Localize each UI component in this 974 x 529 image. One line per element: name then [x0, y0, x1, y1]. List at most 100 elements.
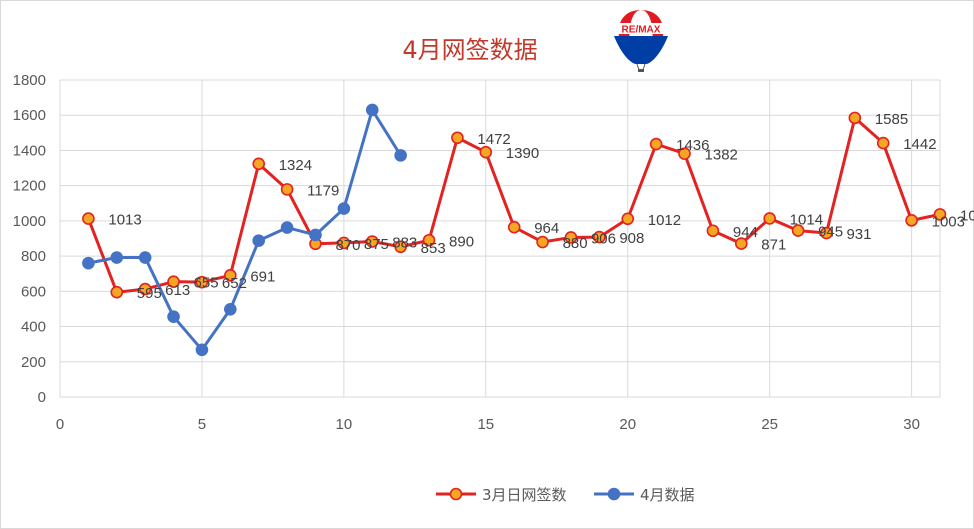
series-1-point	[621, 212, 635, 226]
data-label: 853	[421, 240, 446, 257]
series-1-point	[848, 111, 862, 125]
series-1-point	[593, 230, 606, 244]
series-layer	[82, 103, 947, 357]
series-1-point	[649, 137, 663, 151]
series-1-point	[876, 136, 890, 150]
data-label: 1014	[790, 211, 823, 228]
x-tick-label: 5	[198, 416, 206, 433]
legend-marker-2	[607, 487, 621, 501]
data-label: 1390	[506, 145, 539, 162]
data-label: 1324	[279, 157, 312, 174]
series-2-point	[82, 256, 95, 270]
data-label: 595	[137, 285, 162, 302]
series-2-point	[252, 234, 266, 247]
data-label: 964	[534, 220, 559, 237]
data-label: 1012	[648, 212, 681, 229]
x-tick-label: 10	[336, 416, 353, 433]
y-tick-label: 600	[21, 283, 46, 300]
legend-marker-1	[449, 487, 463, 501]
x-tick-label: 25	[761, 416, 778, 433]
y-tick-label: 1600	[13, 107, 46, 124]
series-2-point	[224, 302, 237, 316]
series-1-point	[280, 183, 294, 196]
legend-label-1: 3月日网签数	[482, 486, 567, 504]
y-tick-label: 1400	[13, 142, 46, 159]
series-line-2	[88, 108, 402, 352]
data-label: 1179	[307, 182, 339, 199]
series-1-point	[224, 269, 237, 282]
series-2-point	[110, 251, 124, 264]
logo-text: RE/MAX	[622, 25, 661, 36]
legend-label-2: 4月数据	[640, 486, 695, 504]
series-2-point	[280, 221, 294, 234]
y-tick-label: 200	[21, 354, 46, 371]
series-1-point	[110, 285, 124, 299]
series-1-point	[678, 147, 691, 160]
data-label: 1472	[477, 131, 510, 148]
series-1-point	[82, 212, 95, 225]
series-2-point	[337, 202, 351, 215]
data-label: 613	[165, 282, 190, 299]
x-tick-label: 20	[619, 416, 636, 433]
x-tick-label: 0	[56, 416, 64, 433]
series-1-point	[422, 233, 436, 247]
series-1-point	[507, 220, 521, 234]
data-label: 655	[194, 275, 219, 292]
data-label: 1436	[676, 137, 709, 154]
series-1-point	[479, 145, 493, 159]
series-1-point	[252, 157, 266, 171]
data-label: 906	[591, 230, 616, 247]
chart-title: 4月网签数据	[402, 36, 537, 64]
data-label: 870	[335, 237, 360, 254]
x-tick-label: 15	[477, 416, 494, 433]
data-label: 875	[364, 236, 389, 253]
series-1-point	[365, 235, 379, 248]
data-label: 908	[619, 230, 644, 247]
y-tick-label: 800	[21, 248, 46, 265]
series-2-point	[167, 310, 180, 323]
series-2-point	[309, 228, 322, 242]
series-1-point	[394, 240, 407, 254]
grid-lines	[59, 79, 941, 398]
series-2-point	[195, 343, 209, 357]
y-tick-label: 1800	[13, 72, 46, 89]
legend: 3月日网签数 4月数据	[436, 486, 695, 504]
data-label: 880	[563, 235, 588, 252]
series-line-1	[86, 116, 941, 294]
y-tick-label: 400	[21, 319, 46, 336]
data-label: 691	[250, 268, 275, 285]
y-tick-label: 1200	[13, 178, 46, 195]
x-tick-label: 30	[903, 416, 920, 433]
series-1-point	[706, 224, 720, 238]
series-1-point	[337, 236, 351, 250]
axes: 0 200 400 600 800 1000 1200 1400 1600 1800 0 5 10 15 2…	[13, 72, 920, 433]
series-2-point	[138, 251, 152, 264]
series-1-point	[905, 214, 918, 227]
series-1-point	[763, 212, 776, 225]
series-2-point	[394, 149, 407, 162]
series-1-point	[564, 231, 578, 244]
series-1-point	[138, 282, 152, 296]
data-label: 1037	[960, 207, 974, 224]
data-label: 944	[733, 224, 758, 241]
series-1-point	[451, 131, 464, 145]
series-1-point	[167, 275, 180, 288]
data-label: 945	[818, 224, 843, 241]
series-1-point	[933, 208, 947, 221]
data-label: 652	[222, 275, 247, 292]
series-1-point	[195, 275, 209, 289]
data-label: 890	[449, 233, 474, 250]
data-label: 1585	[875, 111, 908, 128]
series-1-point	[820, 226, 833, 240]
data-label: 931	[846, 226, 871, 243]
series-1-point	[734, 237, 748, 250]
data-label: 1003	[932, 213, 965, 230]
series-1-point	[536, 235, 549, 249]
data-label: 1382	[705, 147, 738, 164]
y-tick-label: 0	[38, 389, 46, 406]
series-1-point	[791, 224, 805, 237]
y-tick-label: 1000	[13, 213, 46, 230]
